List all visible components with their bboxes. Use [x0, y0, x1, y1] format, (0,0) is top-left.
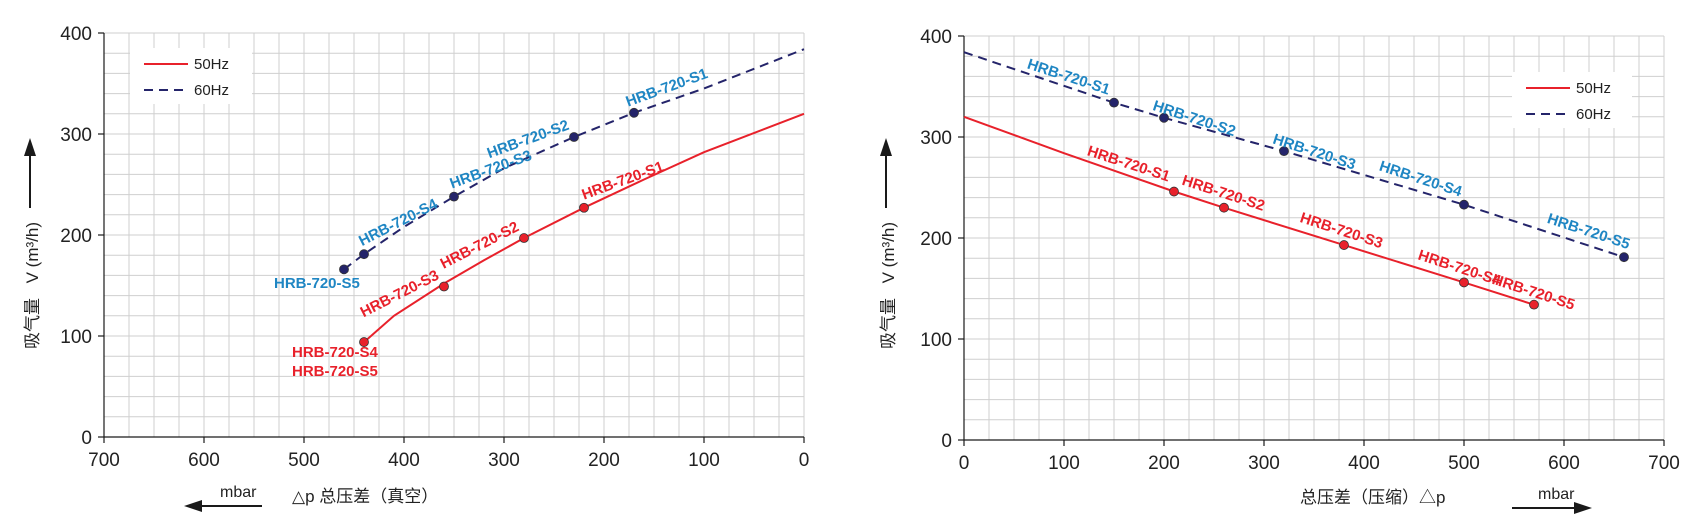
series-line-60hz — [343, 48, 805, 271]
y-tick-label: 0 — [81, 428, 92, 449]
point-label: HRB-720-S4 — [1377, 158, 1465, 201]
point-label: HRB-720-S1 — [1085, 143, 1172, 186]
x-tick-label: 200 — [588, 450, 620, 471]
point-label: HRB-720-S1 — [580, 158, 667, 203]
data-point — [1619, 252, 1629, 263]
x-tick-label: 500 — [1448, 453, 1480, 474]
series-line-60hz — [963, 51, 1625, 259]
x-tick-label: 200 — [1148, 453, 1180, 474]
data-point — [1169, 186, 1179, 197]
data-point — [519, 233, 529, 243]
series-line-50hz — [963, 115, 1535, 306]
legend-label: 60Hz — [194, 82, 229, 99]
x-unit-arrow-head — [1574, 502, 1592, 514]
y-axis-arrow — [24, 138, 36, 208]
data-point — [569, 132, 579, 142]
x-tick-label: 700 — [1648, 453, 1680, 474]
y-arrow-head — [24, 138, 36, 156]
x-tick-label: 700 — [88, 450, 120, 471]
x-unit-arrow-head — [184, 500, 202, 512]
data-point — [1279, 146, 1289, 157]
data-point — [1219, 202, 1229, 213]
x-axis-label: 总压差（压缩）△p — [1300, 488, 1445, 507]
legend: 50Hz 60Hz — [1512, 72, 1632, 128]
y-axis-arrow — [880, 138, 892, 208]
x-tick-label: 400 — [1348, 453, 1380, 474]
legend-box — [1512, 72, 1632, 128]
data-point — [1339, 240, 1349, 250]
y-arrow-head — [880, 138, 892, 156]
y-tick-label: 400 — [920, 27, 952, 48]
y-axis-label-cn: 吸气量 — [879, 298, 898, 349]
data-point — [359, 249, 369, 260]
point-label: HRB-720-S4 — [292, 344, 379, 361]
x-tick-label: 0 — [959, 453, 970, 474]
x-tick-label: 300 — [488, 450, 520, 471]
x-tick-label: 400 — [388, 450, 420, 471]
data-point — [629, 107, 639, 118]
data-point — [1159, 112, 1169, 123]
data-point — [339, 264, 349, 275]
x-tick-label: 600 — [1548, 453, 1580, 474]
data-point — [1459, 277, 1469, 288]
x-unit-label: mbar — [220, 484, 257, 501]
x-unit-label: mbar — [1538, 486, 1575, 503]
y-tick-label: 200 — [920, 229, 952, 250]
y-tick-label: 100 — [920, 330, 952, 351]
data-point — [1529, 299, 1539, 310]
y-tick-label: 400 — [60, 24, 92, 45]
point-label: HRB-720-S5 — [274, 275, 360, 292]
data-point — [1459, 199, 1469, 210]
legend-label: 60Hz — [1576, 106, 1611, 123]
grid — [103, 32, 805, 438]
point-label: HRB-720-S4 — [356, 195, 441, 249]
series-line-50hz — [363, 112, 805, 343]
data-point — [359, 337, 369, 347]
point-label: HRB-720-S1 — [624, 65, 711, 110]
x-tick-label: 0 — [799, 450, 810, 471]
legend: 50Hz 60Hz — [130, 48, 252, 104]
y-tick-label: 300 — [60, 125, 92, 146]
vacuum-performance-chart: 700 600 500 400 300 200 100 0 0 100 200 300 400 V (m³… — [23, 24, 809, 512]
data-point — [1109, 97, 1119, 108]
y-tick-label: 100 — [60, 327, 92, 348]
y-axis-label: V (m³/h) — [23, 222, 42, 283]
x-tick-label: 600 — [188, 450, 220, 471]
y-axis-label-cn: 吸气量 — [23, 298, 42, 349]
x-tick-label: 100 — [688, 450, 720, 471]
y-axis-label: V (m³/h) — [879, 222, 898, 283]
data-point — [579, 202, 589, 213]
legend-label: 50Hz — [194, 56, 229, 73]
point-label: HRB-720-S5 — [292, 363, 378, 380]
y-tick-label: 200 — [60, 226, 92, 247]
legend-label: 50Hz — [1576, 80, 1611, 97]
x-axis-label: △p 总压差（真空） — [292, 487, 438, 506]
data-point — [449, 191, 459, 202]
y-tick-label: 300 — [920, 128, 952, 149]
data-point — [439, 281, 449, 292]
y-tick-label: 0 — [941, 431, 952, 452]
legend-box — [130, 48, 252, 104]
pressure-performance-chart: 0 100 200 300 400 500 600 700 0 100 200 300 400 V (m³… — [879, 27, 1680, 514]
x-tick-label: 100 — [1048, 453, 1080, 474]
x-tick-label: 300 — [1248, 453, 1280, 474]
x-tick-label: 500 — [288, 450, 320, 471]
